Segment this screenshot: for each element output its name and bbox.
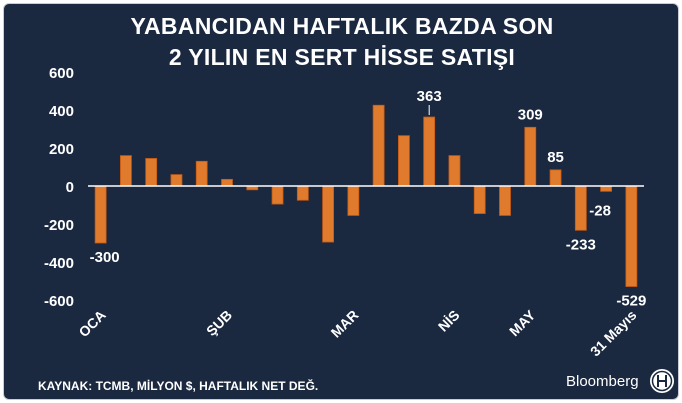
bar	[549, 169, 562, 187]
bar	[170, 174, 183, 187]
y-tick-label: -400	[44, 255, 74, 272]
y-tick-label: -200	[44, 217, 74, 234]
data-label: 363	[417, 88, 442, 105]
source-note: KAYNAK: TCMB, MİLYON $, HAFTALIK NET DEĞ…	[38, 379, 319, 393]
bar	[221, 178, 233, 187]
bar	[195, 160, 208, 187]
y-tick-label: -600	[44, 293, 74, 310]
bar-chart: 600 400 200 0 -200 -400 -600 -300 363 309 85 -233 -2…	[44, 65, 646, 360]
data-label: -28	[589, 202, 611, 219]
bar	[473, 185, 486, 214]
bar	[145, 158, 158, 187]
bar	[574, 185, 587, 231]
y-tick-label: 400	[49, 103, 74, 120]
bar	[271, 185, 284, 205]
x-tick-label: 31 Mayıs	[587, 307, 640, 360]
y-tick-label: 600	[49, 65, 74, 82]
bar	[120, 155, 132, 187]
y-tick-label: 0	[66, 179, 74, 196]
bar	[398, 135, 410, 187]
chart-title-line-1: YABANCIDAN HAFTALIK BAZDA SON	[130, 13, 554, 39]
chart-panel: YABANCIDAN HAFTALIK BAZDA SON 2 YILIN EN…	[3, 3, 679, 400]
ht-emblem-icon	[650, 369, 674, 393]
x-tick-label: ŞUB	[203, 307, 235, 339]
data-label: -233	[566, 236, 596, 253]
bar	[423, 116, 436, 187]
bar	[625, 185, 638, 287]
bar	[296, 185, 309, 201]
bar	[499, 185, 511, 216]
bar	[347, 185, 360, 216]
chart-title-line-2: 2 YILIN EN SERT HİSSE SATIŞI	[168, 44, 516, 70]
bar	[372, 104, 385, 187]
bar	[448, 155, 461, 187]
x-tick-label: MAY	[506, 306, 539, 339]
x-tick-label: NİS	[435, 307, 463, 335]
data-label: -300	[90, 249, 120, 266]
bar	[600, 185, 612, 192]
x-tick-label: OCA	[75, 307, 108, 340]
bar	[322, 185, 334, 243]
data-label: 85	[547, 149, 564, 166]
bar	[524, 126, 537, 187]
brand-name: Bloomberg	[566, 373, 639, 390]
data-label: 309	[518, 106, 543, 123]
y-tick-label: 200	[49, 141, 74, 158]
bar	[94, 185, 107, 244]
x-tick-label: MAR	[328, 307, 362, 341]
data-label: -529	[616, 293, 646, 310]
